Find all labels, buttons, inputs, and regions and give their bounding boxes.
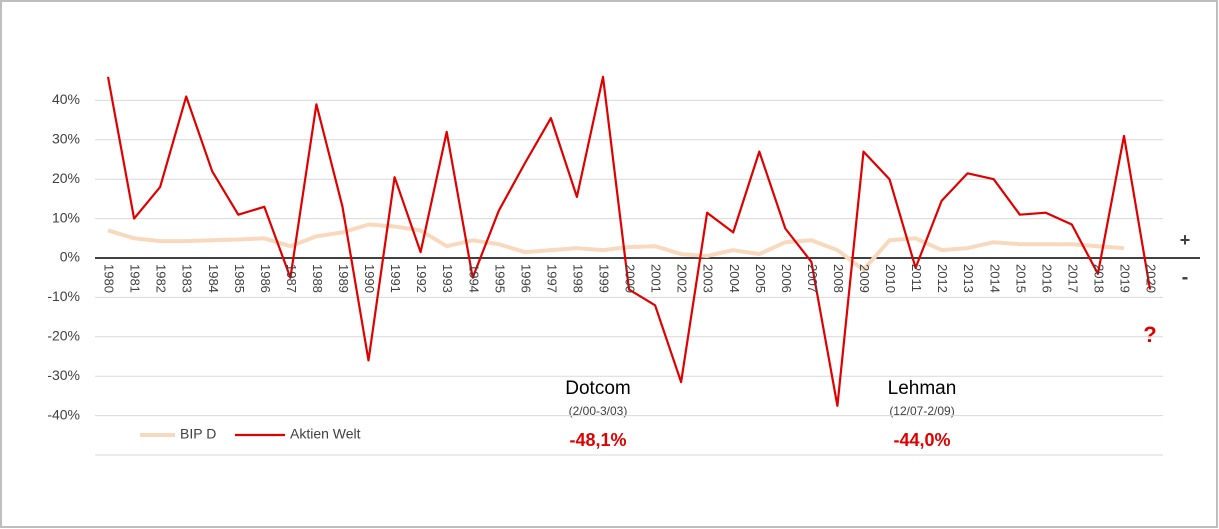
x-tick-label: 2009 [857, 264, 872, 293]
x-tick-label: 2014 [987, 264, 1002, 293]
x-tick-label: 1986 [258, 264, 273, 293]
x-tick-label: 1987 [284, 264, 299, 293]
x-tick-label: 1998 [570, 264, 585, 293]
x-tick-label: 1988 [310, 264, 325, 293]
minus-sign: - [1182, 266, 1189, 288]
legend-label: Aktien Welt [290, 426, 361, 442]
y-tick-label: 40% [52, 91, 80, 107]
series-line [106, 75, 1152, 407]
x-tick-label: 1983 [180, 264, 195, 293]
y-tick-label: -10% [47, 288, 80, 304]
x-tick-label: 2000 [623, 264, 638, 293]
x-tick-label: 1981 [128, 264, 143, 293]
x-tick-label: 1982 [154, 264, 169, 293]
x-tick-label: 2005 [753, 264, 768, 293]
y-tick-label: 20% [52, 170, 80, 186]
legend-label: BIP D [180, 426, 216, 442]
x-tick-label: 1980 [102, 264, 117, 293]
annotation-title: Dotcom [565, 378, 630, 399]
x-tick-label: 2017 [1065, 264, 1080, 293]
x-tick-label: 1993 [440, 264, 455, 293]
y-tick-label: -40% [47, 406, 80, 422]
x-tick-label: 2020 [1144, 264, 1159, 293]
annotation-loss: -48,1% [569, 430, 626, 450]
x-tick-label: 2001 [649, 264, 664, 293]
annotation-loss: -44,0% [893, 430, 950, 450]
x-tick-label: 2003 [701, 264, 716, 293]
x-tick-label: 2018 [1091, 264, 1106, 293]
x-tick-label: 2015 [1013, 264, 1028, 293]
x-tick-label: 2002 [675, 264, 690, 293]
x-tick-label: 1989 [336, 264, 351, 293]
x-tick-label: 1994 [466, 264, 481, 293]
x-tick-label: 2006 [779, 264, 794, 293]
plus-sign: + [1180, 230, 1191, 250]
x-tick-label: 1990 [362, 264, 377, 293]
x-tick-label: 1996 [518, 264, 533, 293]
y-tick-label: 30% [52, 131, 80, 147]
x-tick-label: 1999 [597, 264, 612, 293]
question-mark: ? [1143, 322, 1156, 347]
x-tick-label: 1997 [544, 264, 559, 293]
annotation-period: (2/00-3/03) [569, 404, 628, 418]
x-tick-label: 2004 [727, 264, 742, 293]
x-tick-label: 2010 [883, 264, 898, 293]
x-tick-label: 1991 [388, 264, 403, 293]
x-tick-label: 2019 [1118, 264, 1133, 293]
x-tick-label: 2013 [961, 264, 976, 293]
x-tick-label: 1985 [232, 264, 247, 293]
x-tick-label: 2007 [805, 264, 820, 293]
annotation-period: (12/07-2/09) [889, 404, 954, 418]
y-tick-label: 10% [52, 209, 80, 225]
x-tick-label: 1984 [206, 264, 221, 293]
x-tick-label: 2008 [831, 264, 846, 293]
annotation-title: Lehman [888, 378, 957, 399]
x-tick-label: 2012 [935, 264, 950, 293]
x-tick-label: 2016 [1039, 264, 1054, 293]
x-tick-label: 1995 [492, 264, 507, 293]
y-tick-label: 0% [60, 249, 80, 265]
y-tick-label: -20% [47, 328, 80, 344]
x-tick-label: 1992 [414, 264, 429, 293]
x-tick-label: 2011 [909, 264, 924, 292]
y-tick-label: -30% [47, 367, 80, 383]
